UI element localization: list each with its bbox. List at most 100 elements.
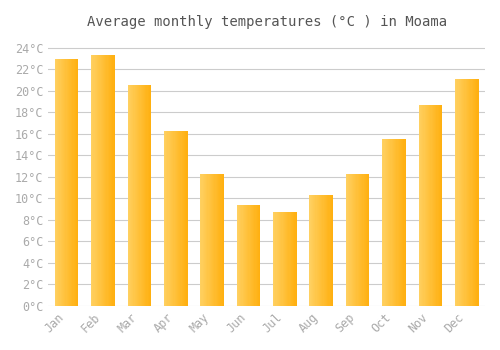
Bar: [312, 195, 313, 306]
Bar: [109, 55, 110, 306]
Bar: [250, 205, 251, 306]
Bar: [206, 174, 208, 306]
Bar: [219, 174, 220, 306]
Bar: [182, 131, 183, 306]
Bar: [354, 174, 356, 306]
Bar: [327, 195, 328, 306]
Bar: [316, 195, 318, 306]
Bar: [367, 174, 368, 306]
Bar: [279, 212, 280, 306]
Bar: [287, 212, 288, 306]
Bar: [464, 79, 466, 306]
Bar: [186, 131, 188, 306]
Bar: [432, 105, 433, 306]
Bar: [130, 85, 131, 306]
Bar: [217, 174, 218, 306]
Bar: [136, 85, 137, 306]
Bar: [468, 79, 469, 306]
Bar: [114, 55, 115, 306]
Bar: [286, 212, 287, 306]
Bar: [319, 195, 320, 306]
Bar: [456, 79, 458, 306]
Bar: [441, 105, 442, 306]
Bar: [346, 174, 347, 306]
Bar: [253, 205, 254, 306]
Bar: [404, 139, 406, 306]
Bar: [104, 55, 106, 306]
Bar: [108, 55, 109, 306]
Bar: [469, 79, 470, 306]
Bar: [429, 105, 430, 306]
Bar: [178, 131, 180, 306]
Bar: [326, 195, 327, 306]
Bar: [145, 85, 146, 306]
Bar: [424, 105, 426, 306]
Bar: [164, 131, 165, 306]
Bar: [134, 85, 136, 306]
Bar: [62, 58, 63, 306]
Bar: [140, 85, 141, 306]
Bar: [218, 174, 219, 306]
Bar: [360, 174, 361, 306]
Bar: [248, 205, 250, 306]
Bar: [180, 131, 182, 306]
Bar: [242, 205, 244, 306]
Bar: [220, 174, 222, 306]
Bar: [324, 195, 325, 306]
Bar: [132, 85, 134, 306]
Bar: [259, 205, 260, 306]
Bar: [274, 212, 276, 306]
Bar: [359, 174, 360, 306]
Bar: [282, 212, 284, 306]
Bar: [314, 195, 316, 306]
Bar: [392, 139, 393, 306]
Bar: [470, 79, 472, 306]
Bar: [322, 195, 324, 306]
Bar: [58, 58, 59, 306]
Bar: [455, 79, 456, 306]
Bar: [148, 85, 149, 306]
Bar: [150, 85, 151, 306]
Bar: [60, 58, 62, 306]
Bar: [348, 174, 350, 306]
Bar: [168, 131, 170, 306]
Bar: [211, 174, 212, 306]
Bar: [177, 131, 178, 306]
Bar: [427, 105, 428, 306]
Bar: [430, 105, 432, 306]
Bar: [57, 58, 58, 306]
Bar: [426, 105, 427, 306]
Bar: [202, 174, 204, 306]
Bar: [146, 85, 148, 306]
Bar: [256, 205, 257, 306]
Bar: [461, 79, 462, 306]
Bar: [436, 105, 438, 306]
Bar: [396, 139, 398, 306]
Bar: [184, 131, 185, 306]
Bar: [388, 139, 390, 306]
Bar: [433, 105, 434, 306]
Bar: [422, 105, 424, 306]
Bar: [475, 79, 476, 306]
Bar: [76, 58, 77, 306]
Bar: [238, 205, 239, 306]
Bar: [171, 131, 172, 306]
Bar: [222, 174, 224, 306]
Bar: [149, 85, 150, 306]
Bar: [185, 131, 186, 306]
Bar: [438, 105, 440, 306]
Bar: [94, 55, 96, 306]
Bar: [112, 55, 114, 306]
Bar: [318, 195, 319, 306]
Bar: [106, 55, 108, 306]
Bar: [350, 174, 352, 306]
Bar: [176, 131, 177, 306]
Bar: [384, 139, 386, 306]
Bar: [387, 139, 388, 306]
Bar: [400, 139, 401, 306]
Bar: [77, 58, 78, 306]
Bar: [183, 131, 184, 306]
Bar: [210, 174, 211, 306]
Bar: [476, 79, 478, 306]
Bar: [208, 174, 210, 306]
